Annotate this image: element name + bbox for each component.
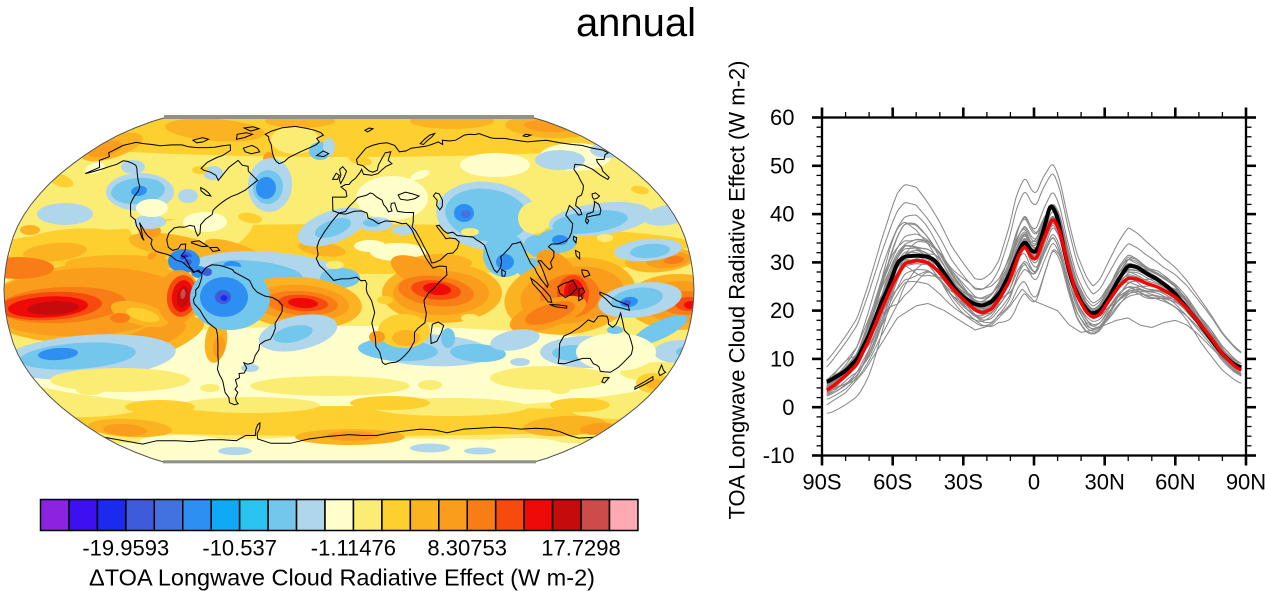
svg-text:90N: 90N — [1226, 470, 1265, 495]
svg-text:8.30753: 8.30753 — [427, 536, 507, 561]
svg-text:-10: -10 — [763, 443, 795, 468]
svg-text:17.7298: 17.7298 — [541, 536, 621, 561]
svg-text:60: 60 — [770, 105, 794, 130]
svg-text:annual: annual — [576, 1, 696, 45]
svg-text:-10.537: -10.537 — [202, 536, 277, 561]
svg-text:30N: 30N — [1085, 470, 1125, 495]
svg-text:60N: 60N — [1155, 470, 1195, 495]
svg-text:-1.11476: -1.11476 — [311, 536, 396, 561]
svg-text:40: 40 — [770, 202, 794, 227]
svg-text:50: 50 — [770, 153, 794, 178]
svg-text:TOA Longwave Cloud Radiative E: TOA Longwave Cloud Radiative Effect (W m… — [725, 61, 750, 520]
svg-text:60S: 60S — [873, 470, 912, 495]
svg-text:30S: 30S — [944, 470, 983, 495]
svg-text:10: 10 — [770, 347, 794, 372]
svg-text:0: 0 — [782, 395, 794, 420]
svg-text:-19.9593: -19.9593 — [82, 536, 169, 561]
svg-text:20: 20 — [770, 298, 794, 323]
svg-text:90S: 90S — [802, 470, 841, 495]
svg-text:0: 0 — [1028, 470, 1040, 495]
svg-text:ΔTOA Longwave Cloud Radiative: ΔTOA Longwave Cloud Radiative Effect (W … — [89, 565, 595, 591]
svg-text:30: 30 — [770, 250, 794, 275]
